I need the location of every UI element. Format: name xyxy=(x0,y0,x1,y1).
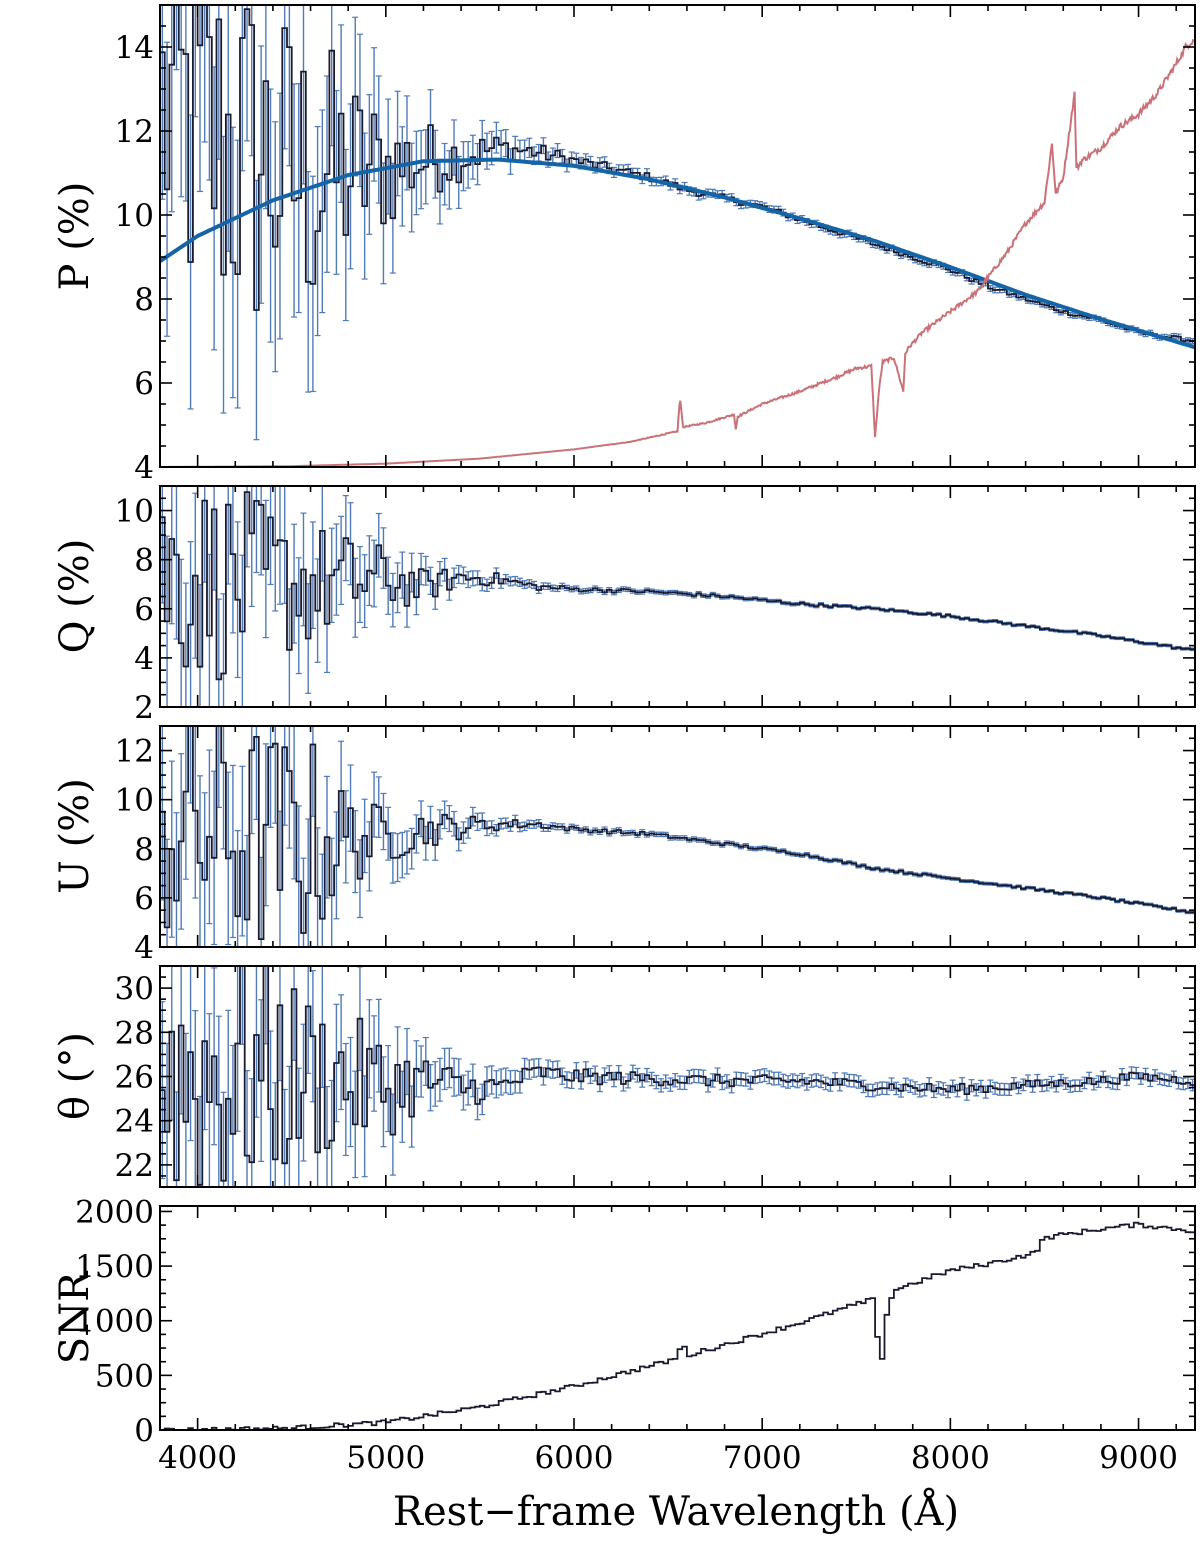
y-tick-label: 8 xyxy=(134,832,154,868)
y-tick-label: 12 xyxy=(115,734,154,770)
series-binned-Q xyxy=(160,491,1195,681)
panel-SNR-ylabel: SNR xyxy=(52,1270,98,1364)
plot-contents xyxy=(160,486,1195,707)
panel-U-plot-area: 4 6 8 10 12 xyxy=(115,725,1196,966)
y-tick-label: 12 xyxy=(115,114,154,150)
y-tick-label: 6 xyxy=(134,881,154,917)
series-binned-P xyxy=(160,5,1195,343)
panel-theta: 22 24 26 28 30 θ (°) xyxy=(52,965,1196,1188)
y-tick-label: 4 xyxy=(134,450,154,486)
panel-Q-plot-area: 2 4 6 8 10 xyxy=(115,485,1196,726)
y-tick-label: 22 xyxy=(115,1148,154,1184)
y-tick-label: 28 xyxy=(115,1015,154,1051)
y-tick-label: 1500 xyxy=(75,1249,154,1285)
panel-theta-plot-area: 22 24 26 28 30 xyxy=(115,965,1196,1188)
panel-SNR-plot-area: 0 500 1000 1500 2000 4000 5000 6000 7000 8000 9000 xyxy=(75,1194,1196,1476)
y-tick-label: 24 xyxy=(115,1104,154,1140)
plot-contents xyxy=(160,966,1195,1187)
spectrum-curve xyxy=(160,38,1195,467)
panel-P-ylabel: P (%) xyxy=(52,182,98,291)
axes-frame xyxy=(159,1205,1196,1431)
y-tick-label: 500 xyxy=(95,1358,154,1394)
y-tick-label: 26 xyxy=(115,1060,154,1096)
y-tick-label: 10 xyxy=(115,783,154,819)
x-tick-label: 9000 xyxy=(1099,1440,1178,1476)
panel-Q: 2 4 6 8 10 Q (%) xyxy=(52,485,1196,726)
y-tick-label: 4 xyxy=(134,930,154,966)
panel-U: 4 6 8 10 12 U (%) xyxy=(52,725,1196,966)
y-tick-label: 4 xyxy=(134,641,154,677)
x-tick-label: 5000 xyxy=(346,1440,425,1476)
y-tick-label: 8 xyxy=(134,282,154,318)
series-binned-SNR xyxy=(163,1221,1195,1430)
y-tick-label: 8 xyxy=(134,543,154,579)
panel-theta-ylabel: θ (°) xyxy=(52,1032,98,1120)
panel-P-plot-area: 4 6 8 10 12 14 xyxy=(115,4,1196,486)
panel-SNR: 0 500 1000 1500 2000 4000 5000 6000 7000 8000 9000… xyxy=(52,1194,1196,1476)
panel-P: 4 6 8 10 12 14 P (%) xyxy=(52,4,1196,486)
x-tick-label: 4000 xyxy=(158,1440,237,1476)
x-axis-label: Rest−frame Wavelength (Å) xyxy=(393,1488,959,1535)
panel-Q-ylabel: Q (%) xyxy=(52,539,98,654)
y-tick-label: 14 xyxy=(115,30,154,66)
y-tick-label: 0 xyxy=(134,1413,154,1449)
y-tick-label: 6 xyxy=(134,366,154,402)
y-tick-label: 1000 xyxy=(75,1304,154,1340)
fit-curve xyxy=(160,157,1195,350)
y-tick-label: 6 xyxy=(134,592,154,628)
plot-contents xyxy=(160,5,1195,467)
series-binned-theta xyxy=(160,966,1195,1186)
y-tick-label: 30 xyxy=(115,971,154,1007)
x-tick-label: 7000 xyxy=(723,1440,802,1476)
y-tick-label: 10 xyxy=(115,198,154,234)
x-tick-label: 6000 xyxy=(535,1440,614,1476)
panel-U-ylabel: U (%) xyxy=(52,778,98,894)
plot-contents xyxy=(163,1221,1195,1430)
x-tick-label: 8000 xyxy=(911,1440,990,1476)
series-binned-U xyxy=(160,726,1195,940)
y-tick-label: 10 xyxy=(115,494,154,530)
y-tick-label: 2 xyxy=(134,690,154,726)
error-bars xyxy=(160,5,1195,441)
plot-contents xyxy=(160,726,1195,947)
y-tick-label: 2000 xyxy=(75,1194,154,1230)
